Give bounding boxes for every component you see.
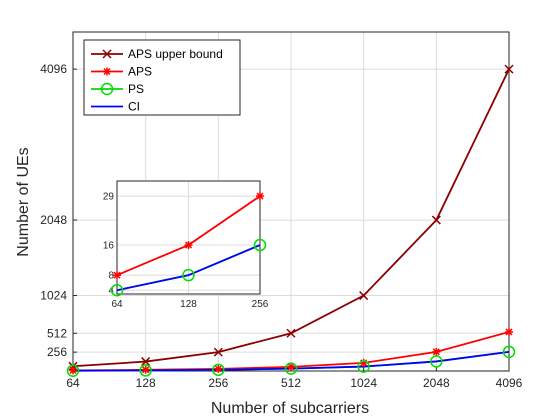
data-point-aps-upper-bound xyxy=(286,328,296,338)
inset-y-tick-label: 16 xyxy=(103,241,115,252)
x-tick-label: 128 xyxy=(136,376,156,390)
data-point-aps-upper-bound xyxy=(431,215,441,225)
legend-item-ci: CI xyxy=(91,100,140,114)
legend-label: APS xyxy=(128,65,152,79)
main-axis-ticks: 64 128 256 512 1024 2048 4096 256 512 1024 2048 409… xyxy=(40,62,522,390)
legend: APS upper bound APS PS CI xyxy=(91,47,223,114)
inset-point-ps xyxy=(182,268,195,282)
data-point-aps xyxy=(69,366,77,375)
data-point-aps xyxy=(505,327,513,336)
legend-label: APS upper bound xyxy=(128,47,223,61)
data-point-ps xyxy=(212,363,225,377)
y-axis-label: Number of UEs xyxy=(15,147,32,256)
x-tick-label: 1024 xyxy=(350,376,377,390)
inset-point-aps xyxy=(256,192,264,201)
inset-x-tick-label: 128 xyxy=(180,299,197,310)
inset-point-ps xyxy=(253,238,267,252)
x-tick-label: 256 xyxy=(208,376,228,390)
data-point-aps-upper-bound xyxy=(141,357,151,367)
inset-y-tick-label: 8 xyxy=(108,271,114,282)
inset-frame xyxy=(116,180,261,295)
legend-item-aps-upper-bound: APS upper bound xyxy=(91,47,223,61)
main-series xyxy=(66,64,516,377)
data-point-ps xyxy=(357,360,370,373)
y-tick-label: 1024 xyxy=(40,289,67,303)
inset-x-tick-label: 256 xyxy=(252,299,269,310)
data-point-ps xyxy=(430,355,443,368)
x-tick-label: 64 xyxy=(66,376,80,390)
data-point-aps-upper-bound xyxy=(213,347,223,357)
inset-line-ci xyxy=(116,244,261,292)
data-point-aps xyxy=(287,362,295,371)
inset-series xyxy=(110,192,267,297)
legend-swatch-marker xyxy=(102,49,112,59)
data-point-aps xyxy=(432,347,441,356)
legend-item-aps: APS xyxy=(91,65,152,79)
data-point-ps xyxy=(139,364,152,377)
data-point-aps xyxy=(359,358,368,367)
data-point-ps xyxy=(284,362,298,375)
legend-swatch-marker xyxy=(103,67,111,76)
data-point-aps-upper-bound xyxy=(504,64,514,74)
data-point-aps-upper-bound xyxy=(359,291,369,301)
x-tick-label: 4096 xyxy=(496,376,523,390)
inset-point-aps xyxy=(113,271,121,280)
x-tick-label: 2048 xyxy=(423,376,450,390)
legend-label: CI xyxy=(128,100,140,114)
legend-label: PS xyxy=(128,82,144,96)
inset-point-aps xyxy=(184,241,193,250)
y-tick-label: 2048 xyxy=(40,213,67,227)
data-point-aps xyxy=(214,364,223,373)
data-point-aps-upper-bound xyxy=(68,361,78,371)
y-tick-label: 512 xyxy=(47,326,67,340)
inset-y-tick-label: 29 xyxy=(103,192,115,203)
data-point-ps xyxy=(502,345,516,359)
inset-point-ps xyxy=(110,283,124,297)
legend-box xyxy=(83,39,241,116)
x-axis-label: Number of subcarriers xyxy=(211,400,369,417)
legend-swatch-marker xyxy=(100,82,114,96)
inset-x-tick-label: 64 xyxy=(111,299,123,310)
data-point-aps xyxy=(141,365,150,374)
x-tick-label: 512 xyxy=(281,376,301,390)
data-point-ps xyxy=(66,364,80,377)
legend-item-ps: PS xyxy=(91,82,144,96)
y-tick-label: 4096 xyxy=(40,62,67,76)
y-tick-label: 256 xyxy=(47,345,67,359)
